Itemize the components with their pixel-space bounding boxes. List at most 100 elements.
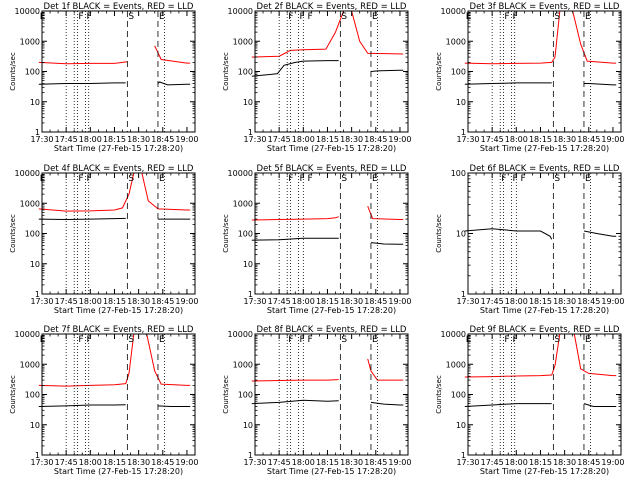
- x-tick-label: 18:30: [340, 135, 363, 144]
- x-tick-label: 18:30: [127, 458, 150, 467]
- lld-series-line: [367, 358, 404, 381]
- plot-frame: [41, 172, 196, 295]
- x-tick-label: 18:00: [292, 458, 315, 467]
- x-tick-label: 18:00: [79, 458, 102, 467]
- x-axis-label: Start Time (27-Feb-15 17:28:20): [54, 306, 183, 315]
- x-tick-label: 18:15: [529, 135, 552, 144]
- marker-label: E: [466, 12, 472, 22]
- marker-label: E: [159, 335, 165, 345]
- y-tick-label: 100: [238, 230, 253, 239]
- y-tick-label: 10000: [15, 169, 40, 178]
- marker-label: F: [299, 335, 304, 345]
- y-tick-label: 1: [248, 451, 253, 460]
- y-tick-label: 10000: [228, 169, 253, 178]
- x-tick-label: 18:45: [151, 297, 174, 306]
- lld-series-line: [38, 61, 128, 65]
- x-tick-label: 17:45: [268, 297, 291, 306]
- x-tick-label: 18:00: [505, 297, 528, 306]
- events-series-line: [464, 403, 552, 407]
- lld-series-line: [464, 10, 617, 65]
- y-tick-label: 10: [243, 421, 253, 430]
- events-series-line: [370, 401, 404, 406]
- x-tick-label: 17:45: [268, 135, 291, 144]
- panel-title: Det 5f BLACK = Events, RED = LLD: [257, 164, 407, 174]
- marker-label: F: [288, 174, 293, 184]
- detector-panel: E F F S E 1 10 100 1000 10000 17:30 17:45 18:00 18:15…: [435, 2, 624, 153]
- x-axis-label: Start Time (27-Feb-15 17:28:20): [54, 467, 183, 476]
- detector-panel: E F F S E 1 10 100 1000 10000 17:30 17:45 18:00 18:15…: [435, 325, 624, 476]
- y-tick-label: 10: [456, 230, 466, 239]
- y-tick-label: 10: [30, 98, 40, 107]
- x-axis-label: Start Time (27-Feb-15 17:28:20): [54, 144, 183, 153]
- marker-label: S: [554, 174, 560, 184]
- marker-label: E: [466, 335, 472, 345]
- marker-label: E: [372, 174, 378, 184]
- x-tick-label: 17:30: [456, 458, 479, 467]
- y-tick-label: 100: [25, 391, 40, 400]
- x-tick-label: 18:15: [529, 458, 552, 467]
- y-tick-label: 10000: [15, 7, 40, 16]
- marker-label: F: [512, 335, 517, 345]
- x-tick-label: 18:30: [340, 458, 363, 467]
- marker-label: S: [128, 12, 134, 22]
- panel-title: Det 4f BLACK = Events, RED = LLD: [44, 164, 194, 174]
- x-tick-label: 18:45: [577, 135, 600, 144]
- y-tick-label: 1000: [233, 37, 253, 46]
- y-tick-label: 1000: [233, 360, 253, 369]
- marker-label: E: [40, 174, 46, 184]
- detector-panel: E F F S E 1 10 100 1000 10000 17:30 17:45 18:00 18:15…: [9, 164, 198, 315]
- x-tick-label: 19:00: [175, 458, 198, 467]
- x-tick-label: 17:45: [481, 135, 504, 144]
- y-tick-label: 100: [25, 230, 40, 239]
- marker-label: F: [308, 174, 313, 184]
- panel-title: Det 6f BLACK = Events, RED = LLD: [470, 164, 620, 174]
- y-tick-label: 1: [35, 290, 40, 299]
- marker-label: S: [554, 12, 560, 22]
- plot-frame: [467, 10, 622, 133]
- panel-title: Det 9f BLACK = Events, RED = LLD: [470, 325, 620, 335]
- y-tick-label: 10: [456, 421, 466, 430]
- marker-label: F: [86, 335, 91, 345]
- events-series-line: [583, 403, 617, 407]
- y-tick-label: 1000: [20, 360, 40, 369]
- y-tick-label: 1: [35, 128, 40, 137]
- events-series-line: [584, 83, 617, 86]
- plot-frame: [41, 333, 196, 456]
- marker-label: S: [341, 12, 347, 22]
- panel-title: Det 2f BLACK = Events, RED = LLD: [257, 2, 407, 12]
- x-tick-label: 18:00: [505, 458, 528, 467]
- x-axis-label: Start Time (27-Feb-15 17:28:20): [480, 467, 609, 476]
- y-axis-label: Counts/sec: [222, 52, 230, 91]
- marker-label: E: [585, 12, 591, 22]
- x-tick-label: 17:30: [243, 458, 266, 467]
- x-tick-label: 17:30: [30, 458, 53, 467]
- marker-label: F: [299, 174, 304, 184]
- lld-series-line: [38, 172, 191, 212]
- x-tick-label: 18:00: [292, 135, 315, 144]
- detector-panel: E F F S E 1 10 100 1000 10000 17:30 17:45 18:00 18:15…: [9, 2, 198, 153]
- y-axis-label: Counts/sec: [9, 375, 17, 414]
- x-tick-label: 17:30: [243, 297, 266, 306]
- lld-series-line: [367, 206, 404, 220]
- x-tick-label: 19:00: [601, 135, 624, 144]
- marker-label: E: [159, 174, 165, 184]
- y-tick-label: 10: [243, 260, 253, 269]
- events-series-line: [157, 405, 191, 407]
- marker-label: E: [159, 12, 165, 22]
- detector-panel: E F F S E 1 10 100 1000 10000 17:30 17:45 18:00 18:15…: [9, 325, 198, 476]
- panel-title: Det 3f BLACK = Events, RED = LLD: [470, 2, 620, 12]
- x-tick-label: 18:15: [316, 297, 339, 306]
- marker-label: E: [585, 174, 591, 184]
- x-axis-label: Start Time (27-Feb-15 17:28:20): [480, 306, 609, 315]
- x-tick-label: 17:30: [243, 135, 266, 144]
- y-tick-label: 1: [461, 451, 466, 460]
- x-tick-label: 18:45: [577, 458, 600, 467]
- y-tick-label: 10000: [441, 7, 466, 16]
- y-axis-label: Counts/sec: [435, 375, 443, 414]
- plot-frame: [254, 10, 409, 133]
- x-tick-label: 19:00: [601, 458, 624, 467]
- y-tick-label: 10: [243, 98, 253, 107]
- x-tick-label: 18:45: [364, 135, 387, 144]
